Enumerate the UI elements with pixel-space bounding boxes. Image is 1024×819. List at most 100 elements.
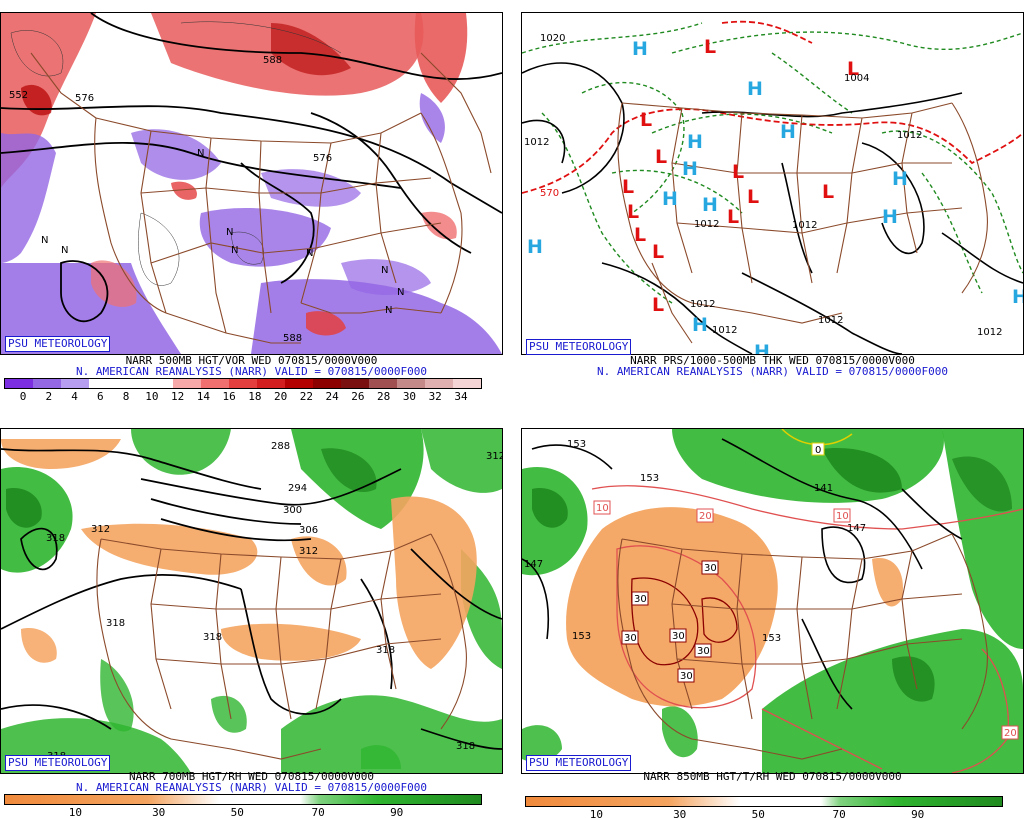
map-pressure-thickness: H H H H H H H H H H H H H L L L L L L L [521, 12, 1024, 355]
low-pressure-marker: L [747, 186, 759, 208]
panel-sea-level-pressure-thickness: H H H H H H H H H H H H H L L L L L L L [521, 0, 1024, 403]
temperature-label: 30 [669, 628, 687, 643]
scale-swatch [201, 379, 229, 388]
temperature-label: 30 [677, 668, 695, 683]
scale-tick-label: 30 [673, 808, 687, 819]
low-pressure-marker: L [622, 176, 634, 198]
scale-swatch [229, 379, 257, 388]
low-pressure-marker: L [627, 201, 639, 223]
svg-text:N: N [381, 265, 388, 276]
svg-text:N: N [197, 148, 204, 159]
scale-tick-label: 28 [377, 390, 391, 403]
svg-text:30: 30 [624, 633, 637, 644]
scale-tick-label: 6 [97, 390, 104, 403]
scale-swatch [313, 379, 341, 388]
scale-tick-label: 30 [152, 806, 166, 819]
low-pressure-marker: L [640, 109, 652, 131]
isobar-label: 1012 [792, 220, 817, 231]
svg-text:N: N [385, 305, 392, 316]
svg-text:20: 20 [1004, 728, 1017, 739]
scale-swatch [285, 379, 313, 388]
contour-label: 318 [376, 645, 395, 656]
contour-label: 318 [46, 533, 65, 544]
map-caption-validity: N. AMERICAN REANALYSIS (NARR) VALID = 07… [597, 365, 948, 378]
scale-swatch [341, 379, 369, 388]
psu-meteorology-badge: PSU METEOROLOGY [5, 755, 111, 771]
vorticity-scale-ticks: 0 2 4 6 8 10 12 14 16 18 20 22 24 26 28 30 32 34 [4, 390, 480, 403]
high-pressure-marker: H [632, 38, 648, 60]
scale-tick-label: 34 [454, 390, 468, 403]
contour-label: 153 [640, 473, 659, 484]
isobar-label: 1020 [540, 33, 565, 44]
temperature-label: 30 [701, 560, 719, 575]
map-850mb: 153 153 147 147 141 153 153 0 10 20 10 3… [521, 428, 1024, 774]
high-pressure-marker: H [702, 194, 718, 216]
low-pressure-marker: L [652, 294, 664, 316]
contour-label: 306 [299, 525, 318, 536]
contour-label: 576 [313, 153, 332, 164]
scale-tick-label: 32 [428, 390, 442, 403]
high-pressure-marker: H [692, 314, 708, 336]
high-pressure-marker: H [662, 188, 678, 210]
svg-text:N: N [61, 245, 68, 256]
scale-tick-label: 90 [911, 808, 925, 819]
scale-swatch [453, 379, 481, 388]
low-pressure-marker: L [704, 36, 716, 58]
svg-text:N: N [226, 227, 233, 238]
contour-label: 318 [106, 618, 125, 629]
high-pressure-marker: H [747, 78, 763, 100]
scale-tick-label: 8 [122, 390, 130, 403]
psu-meteorology-badge: PSU METEOROLOGY [5, 336, 111, 352]
svg-text:30: 30 [704, 563, 717, 574]
contour-label: 153 [567, 439, 586, 450]
svg-text:N: N [41, 235, 48, 246]
scale-tick-label: 16 [222, 390, 236, 403]
temperature-label: 30 [631, 591, 649, 606]
isobar-label: 1012 [818, 315, 843, 326]
scale-tick-label: 18 [248, 390, 262, 403]
scale-swatch [173, 379, 201, 388]
contour-label: 312 [299, 546, 318, 557]
scale-tick-label: 24 [325, 390, 339, 403]
map-caption-validity: N. AMERICAN REANALYSIS (NARR) VALID = 07… [76, 781, 427, 794]
contour-label: 312 [486, 451, 502, 462]
low-pressure-marker: L [655, 146, 667, 168]
scale-tick-label: 4 [71, 390, 78, 403]
contour-label: 300 [283, 505, 302, 516]
high-pressure-marker: H [754, 341, 770, 354]
panel-850mb-temp-humidity: 153 153 147 147 141 153 153 0 10 20 10 3… [521, 416, 1024, 819]
svg-text:10: 10 [596, 503, 609, 514]
high-pressure-marker: H [687, 131, 703, 153]
scale-tick-label: 14 [196, 390, 210, 403]
scale-tick-label: 2 [45, 390, 53, 403]
high-pressure-marker: H [1012, 286, 1023, 308]
isobar-label: 1012 [694, 219, 719, 230]
scale-tick-label: 10 [68, 806, 83, 819]
low-pressure-marker: L [652, 241, 664, 263]
contour-label: 552 [9, 90, 28, 101]
map-700mb: 288 294 300 306 312 312 318 318 318 318 … [0, 428, 503, 774]
svg-text:N: N [231, 245, 238, 256]
scale-tick-label: 0 [19, 390, 27, 403]
contour-label: 153 [572, 631, 591, 642]
isobar-label: 1004 [844, 73, 869, 84]
scale-swatch [89, 379, 117, 388]
scale-swatch [5, 379, 33, 388]
contour-label: 588 [263, 55, 282, 66]
svg-text:0: 0 [815, 445, 821, 456]
contour-label: 294 [288, 483, 307, 494]
scale-swatch [117, 379, 145, 388]
high-pressure-marker: H [780, 121, 796, 143]
isobar-label: 1012 [524, 137, 549, 148]
scale-swatch [369, 379, 397, 388]
svg-text:N: N [306, 248, 313, 259]
map-caption-primary: NARR 500MB HGT/VOR WED 070815/0000V000 [125, 354, 378, 367]
svg-text:30: 30 [634, 594, 647, 605]
low-pressure-marker: L [727, 206, 739, 228]
high-pressure-marker: H [682, 158, 698, 180]
scale-tick-label: 22 [299, 390, 314, 403]
isobar-label: 1012 [690, 299, 715, 310]
low-pressure-marker: L [732, 161, 744, 183]
contour-label: 147 [847, 523, 866, 534]
